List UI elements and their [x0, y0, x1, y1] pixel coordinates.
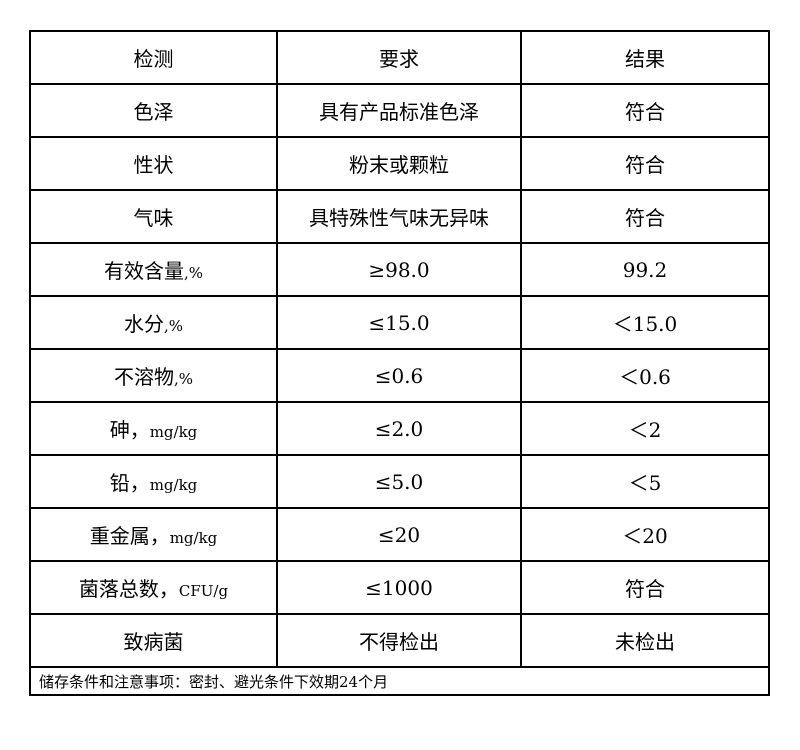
- test-item-cell: 色泽: [29, 83, 278, 138]
- test-item-cell: 重金属，mg/kg: [29, 507, 278, 562]
- table-row: 致病菌 不得检出 未检出: [29, 613, 770, 668]
- table-row: 性状 粉末或颗粒 符合: [29, 136, 770, 191]
- table-row: 重金属，mg/kg ≤20 ＜20: [29, 507, 770, 562]
- test-unit: ,%: [163, 317, 184, 335]
- test-unit: ,%: [183, 264, 204, 282]
- table-row: 菌落总数，CFU/g ≤1000 符合: [29, 560, 770, 615]
- table-row: 砷，mg/kg ≤2.0 ＜2: [29, 401, 770, 456]
- table-row: 气味 具特殊性气味无异味 符合: [29, 189, 770, 244]
- table-row: 色泽 具有产品标准色泽 符合: [29, 83, 770, 138]
- header-test: 检测: [29, 30, 278, 85]
- test-item-cell: 气味: [29, 189, 278, 244]
- requirement-cell: 具有产品标准色泽: [276, 83, 522, 138]
- requirement-cell: ≤5.0: [276, 454, 522, 509]
- result-cell: 符合: [520, 189, 770, 244]
- test-item: 致病菌: [123, 630, 184, 654]
- test-item: 水分: [123, 312, 164, 336]
- test-item: 不溶物: [113, 365, 174, 389]
- requirement-cell: ≥98.0: [276, 242, 522, 297]
- test-item-cell: 铅，mg/kg: [29, 454, 278, 509]
- test-item: 砷，: [109, 418, 150, 442]
- result-cell: ＜15.0: [520, 295, 770, 350]
- table-row: 铅，mg/kg ≤5.0 ＜5: [29, 454, 770, 509]
- requirement-cell: 粉末或颗粒: [276, 136, 522, 191]
- requirement-cell: 不得检出: [276, 613, 522, 668]
- result-cell: ＜5: [520, 454, 770, 509]
- test-unit: CFU/g: [178, 582, 229, 600]
- test-item: 菌落总数，: [78, 577, 179, 601]
- test-unit: mg/kg: [149, 423, 198, 441]
- test-item-cell: 致病菌: [29, 613, 278, 668]
- result-cell: 未检出: [520, 613, 770, 668]
- inspection-table: 检测 要求 结果 色泽 具有产品标准色泽 符合 性状 粉末或颗粒 符合 气味 具特殊…: [29, 30, 770, 696]
- test-item: 铅，: [109, 471, 150, 495]
- test-item: 气味: [133, 206, 174, 230]
- footer-row: 储存条件和注意事项：密封、避光条件下效期24个月: [29, 666, 770, 696]
- table-header-row: 检测 要求 结果: [29, 30, 770, 85]
- test-item-cell: 性状: [29, 136, 278, 191]
- requirement-cell: ≤0.6: [276, 348, 522, 403]
- storage-note: 储存条件和注意事项：密封、避光条件下效期24个月: [29, 666, 770, 696]
- result-cell: 符合: [520, 136, 770, 191]
- header-requirement: 要求: [276, 30, 522, 85]
- result-cell: 符合: [520, 83, 770, 138]
- test-item: 性状: [133, 153, 174, 177]
- result-cell: 符合: [520, 560, 770, 615]
- test-item-cell: 有效含量,%: [29, 242, 278, 297]
- result-cell: ＜0.6: [520, 348, 770, 403]
- test-item-cell: 菌落总数，CFU/g: [29, 560, 278, 615]
- result-cell: ＜2: [520, 401, 770, 456]
- test-item-cell: 不溶物,%: [29, 348, 278, 403]
- test-unit: ,%: [173, 370, 194, 388]
- table-row: 水分,% ≤15.0 ＜15.0: [29, 295, 770, 350]
- requirement-cell: ≤20: [276, 507, 522, 562]
- table-row: 不溶物,% ≤0.6 ＜0.6: [29, 348, 770, 403]
- test-item: 色泽: [133, 100, 174, 124]
- test-item: 有效含量: [103, 259, 184, 283]
- test-item-cell: 水分,%: [29, 295, 278, 350]
- result-cell: ＜20: [520, 507, 770, 562]
- requirement-cell: ≤2.0: [276, 401, 522, 456]
- test-item: 重金属，: [89, 524, 170, 548]
- requirement-cell: ≤1000: [276, 560, 522, 615]
- requirement-cell: ≤15.0: [276, 295, 522, 350]
- header-result: 结果: [520, 30, 770, 85]
- test-item-cell: 砷，mg/kg: [29, 401, 278, 456]
- table-row: 有效含量,% ≥98.0 99.2: [29, 242, 770, 297]
- test-unit: mg/kg: [149, 476, 198, 494]
- result-cell: 99.2: [520, 242, 770, 297]
- test-unit: mg/kg: [169, 529, 218, 547]
- requirement-cell: 具特殊性气味无异味: [276, 189, 522, 244]
